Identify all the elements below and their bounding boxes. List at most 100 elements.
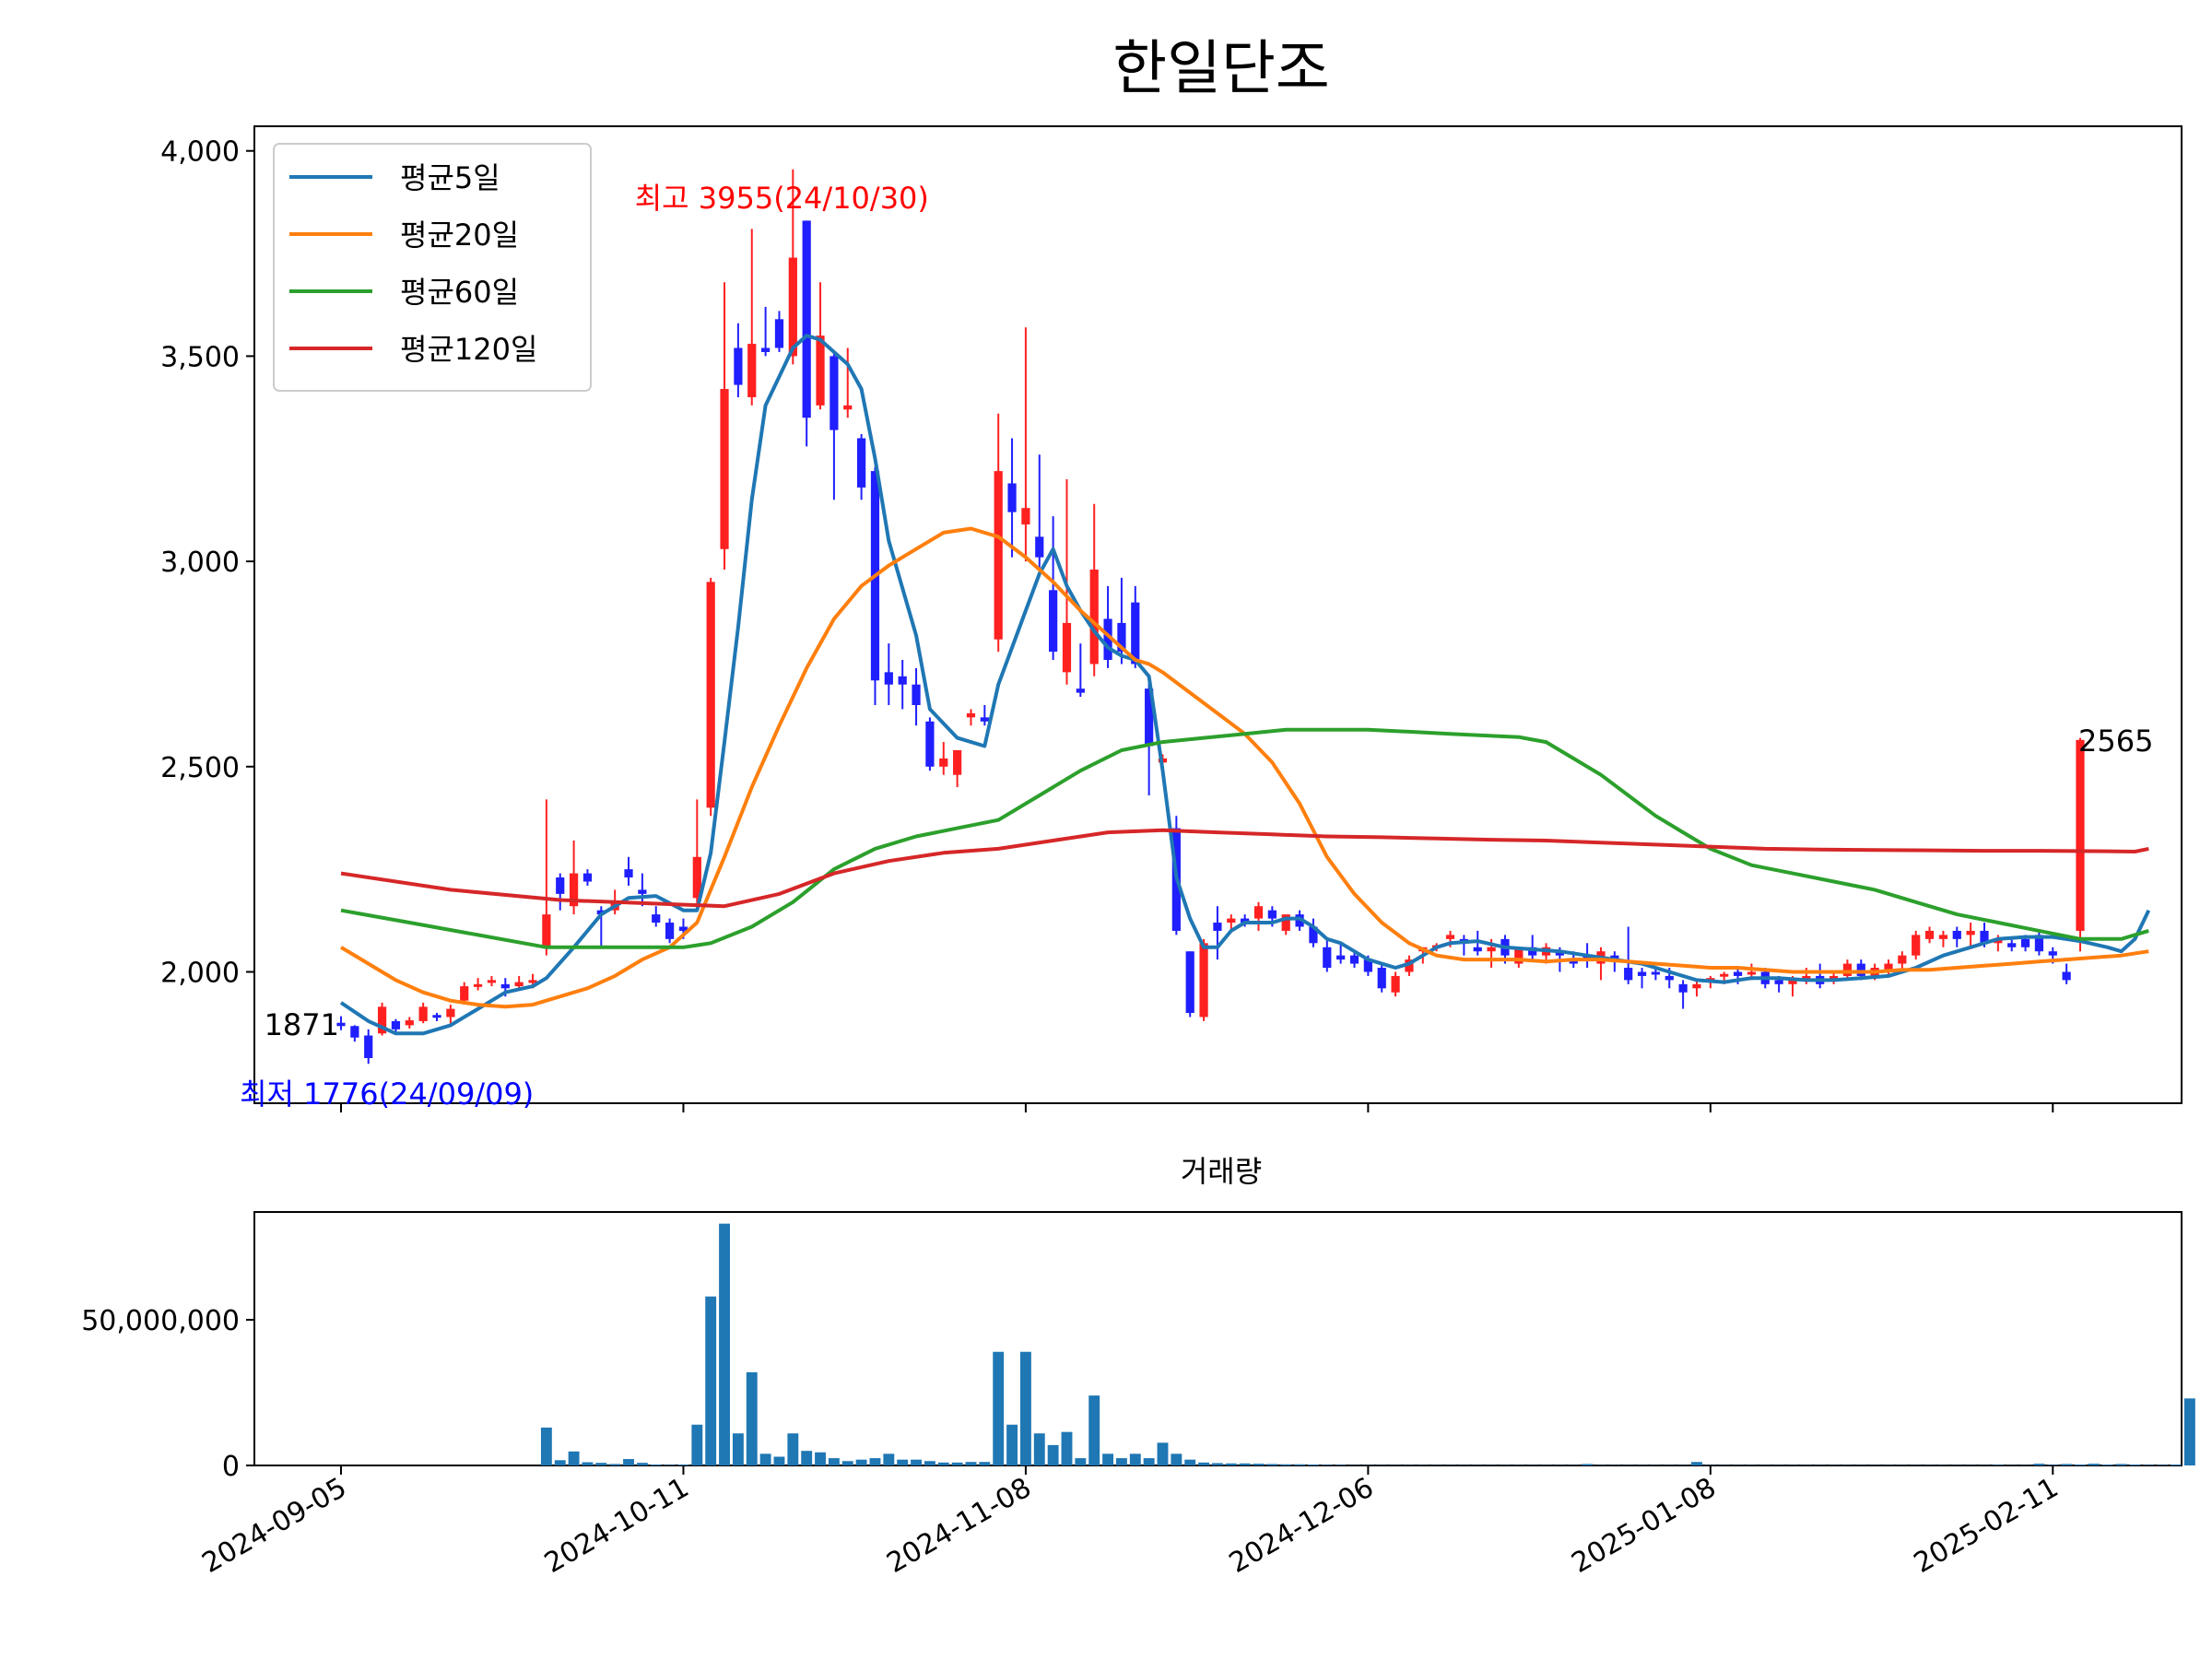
candle-body [1089,570,1099,665]
candle-body [391,1020,401,1030]
max-annotation: 최고 3955(24/10/30) [635,181,929,216]
candle [350,1025,359,1042]
candle-body [734,347,743,385]
legend-box [273,143,592,392]
candle-body [1665,975,1674,981]
candle-body [514,982,524,987]
candle [1131,585,1140,668]
x-tick-label: 2025-01-08 [1566,1472,1721,1580]
candle [624,856,633,886]
ma-line-3 [340,727,2149,949]
candle [1199,938,1208,1021]
volume-bar [773,1456,785,1465]
volume-bar [801,1451,813,1465]
candle [391,1018,401,1034]
volume-y-tick-label: 50,000,000 [81,1305,240,1337]
candle-body [1487,947,1496,952]
candle [542,799,551,956]
volume-bar [1184,1459,1196,1465]
candle-body [1007,483,1017,512]
candle [556,873,565,911]
candle-body [1336,955,1346,960]
candle [953,749,962,788]
candle-body [1994,938,2003,944]
candle [980,704,989,726]
candle-body [1281,914,1290,931]
candle [487,975,497,987]
candle [1145,680,1154,795]
volume-bar [1061,1431,1073,1465]
candle [1391,971,1400,997]
candle [1692,980,1701,997]
candle-body [816,335,825,406]
candle-body [1363,959,1372,972]
candle-body [774,319,784,348]
volume-bar [705,1296,717,1465]
candle-body [747,344,757,397]
candle-body [966,712,976,718]
candle-body [994,471,1003,640]
candle-body [364,1035,373,1059]
candle-body [2034,935,2044,952]
volume-bar [568,1451,580,1465]
volume-bar [595,1463,607,1465]
candle-body [1692,983,1701,989]
volume-bar [1582,1464,1594,1465]
candle-body [1131,602,1140,665]
candle-body [1856,963,1865,976]
candle [1966,923,1975,947]
candle-body [377,1006,387,1034]
candle [638,873,647,907]
candle-body [1213,923,1222,931]
candle [966,709,976,726]
candle [774,311,784,352]
volume-y-tick-label: 0 [222,1451,240,1483]
candle-body [1145,688,1154,747]
candle-body [843,405,853,410]
candle-body [939,758,948,767]
candle-body [556,877,565,894]
candle-body [1651,971,1660,975]
min-annotation: 최저 1776(24/09/09) [240,1077,534,1112]
volume-bar [609,1464,621,1465]
volume-bar [897,1459,909,1465]
candle [1349,951,1359,969]
candle-body [925,721,935,767]
candle [582,869,593,886]
legend-label: 평균120일 [400,332,537,367]
volume-bar [1075,1458,1087,1465]
volume-bar [924,1461,935,1465]
volume-bar [719,1223,730,1465]
candle-body [1021,508,1030,525]
x-tick-label: 2024-10-11 [539,1472,694,1580]
volume-bar [841,1461,853,1465]
candle [1185,951,1194,1018]
candle [925,717,935,771]
volume-bar [993,1351,1005,1465]
candle-body [1678,983,1688,993]
candle-body [1349,955,1359,964]
candle [788,169,797,365]
candle [857,434,866,500]
volume-bar [2115,1464,2127,1465]
candle [1624,926,1633,984]
candle [418,1002,428,1024]
candle [1336,943,1346,964]
volume-bar [2061,1464,2073,1465]
candle-body [487,980,497,983]
volume-bar [855,1459,867,1465]
candle [884,643,893,705]
volume-panel: 0 50,000,000 2024-09-05 2024-10-11 2024-11-0… [81,1211,2195,1580]
candle [1473,930,1482,956]
candle-body [788,257,797,357]
candle-body [692,856,701,899]
candle-body [1377,968,1386,989]
candle [692,799,701,907]
volume-bar [746,1371,758,1465]
candle-body [528,980,537,983]
candle [2034,930,2044,956]
candle-body [350,1026,359,1038]
candle-body [2076,739,2085,931]
candle-body [638,889,647,894]
